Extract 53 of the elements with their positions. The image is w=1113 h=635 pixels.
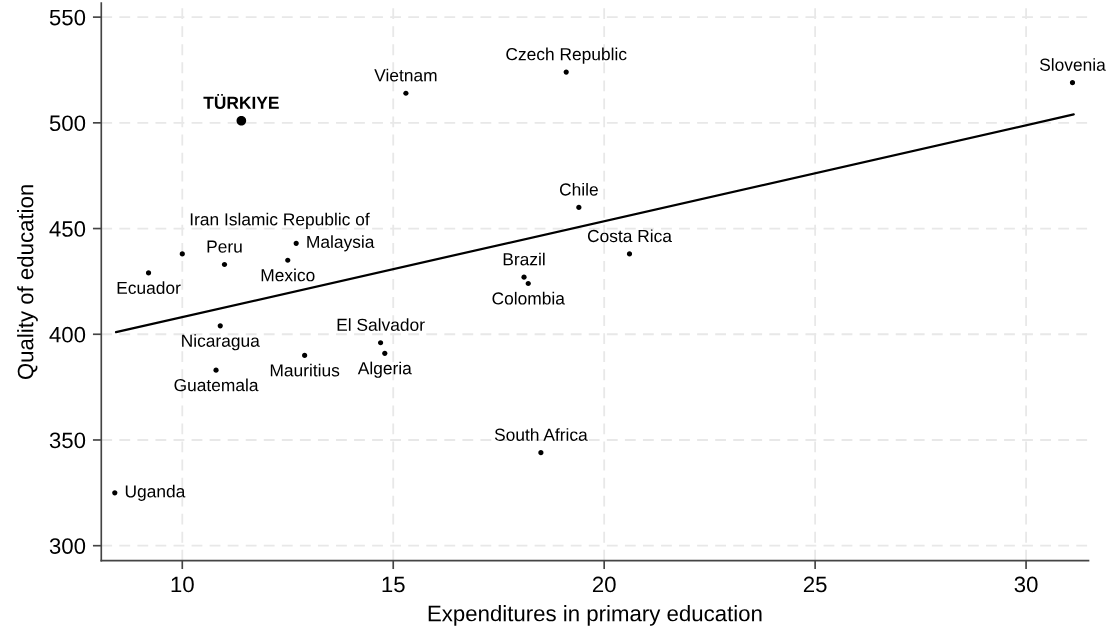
point xyxy=(382,350,388,356)
point xyxy=(179,251,185,257)
point xyxy=(403,90,409,96)
annotation: Chile xyxy=(559,182,598,196)
x-tick-label: 25 xyxy=(803,576,827,593)
annotation: Uganda xyxy=(125,484,186,501)
x-tick-label: 20 xyxy=(592,576,616,593)
point xyxy=(285,257,291,263)
annotation: South Africa xyxy=(494,428,588,441)
point xyxy=(563,69,569,75)
x-tick-label: 15 xyxy=(382,576,405,593)
y-tick-label: 550 xyxy=(49,9,86,26)
annotation: Vietnam xyxy=(374,68,437,82)
annotation: Czech Republic xyxy=(506,47,627,64)
point xyxy=(217,323,223,329)
annotation: Malaysia xyxy=(307,235,375,252)
point xyxy=(302,352,308,359)
annotation: Colombia xyxy=(492,291,565,305)
annotation: Iran Islamic Republic of xyxy=(190,212,370,229)
point xyxy=(213,367,219,373)
point xyxy=(112,490,118,496)
point xyxy=(521,274,527,280)
point xyxy=(576,204,582,211)
point xyxy=(221,261,228,268)
annotation: Mexico xyxy=(261,268,315,282)
point xyxy=(377,340,384,346)
y-tick-label: 450 xyxy=(49,221,86,237)
series-label: TÜRKIYE xyxy=(203,93,279,109)
annotation: Ecuador xyxy=(117,281,181,295)
y-tick-label: 400 xyxy=(49,326,86,343)
y-tick-label: 300 xyxy=(49,538,86,554)
y-tick-label: 350 xyxy=(49,432,86,449)
point xyxy=(1069,80,1076,86)
annotation: Slovenia xyxy=(1039,58,1106,71)
point xyxy=(236,115,247,126)
annotation: Brazil xyxy=(503,252,545,266)
point xyxy=(626,251,633,257)
y-tick-label: 500 xyxy=(49,115,86,132)
point xyxy=(145,270,152,276)
x-tick-label: 10 xyxy=(171,576,194,593)
x-axis-title: Expenditures in primary education xyxy=(428,605,762,626)
annotation: Peru xyxy=(207,240,242,253)
point xyxy=(525,280,531,287)
y-axis-title: Quality of education xyxy=(17,185,38,380)
annotation: Algeria xyxy=(357,361,412,378)
annotation: El Salvador xyxy=(337,318,425,331)
annotation: Guatemala xyxy=(174,378,259,392)
point xyxy=(538,450,544,456)
annotation: Costa Rica xyxy=(587,229,672,243)
x-tick-label: 30 xyxy=(1014,576,1038,593)
annotation: Mauritius xyxy=(270,363,340,377)
point xyxy=(293,240,299,246)
annotation: Nicaragua xyxy=(182,334,260,351)
